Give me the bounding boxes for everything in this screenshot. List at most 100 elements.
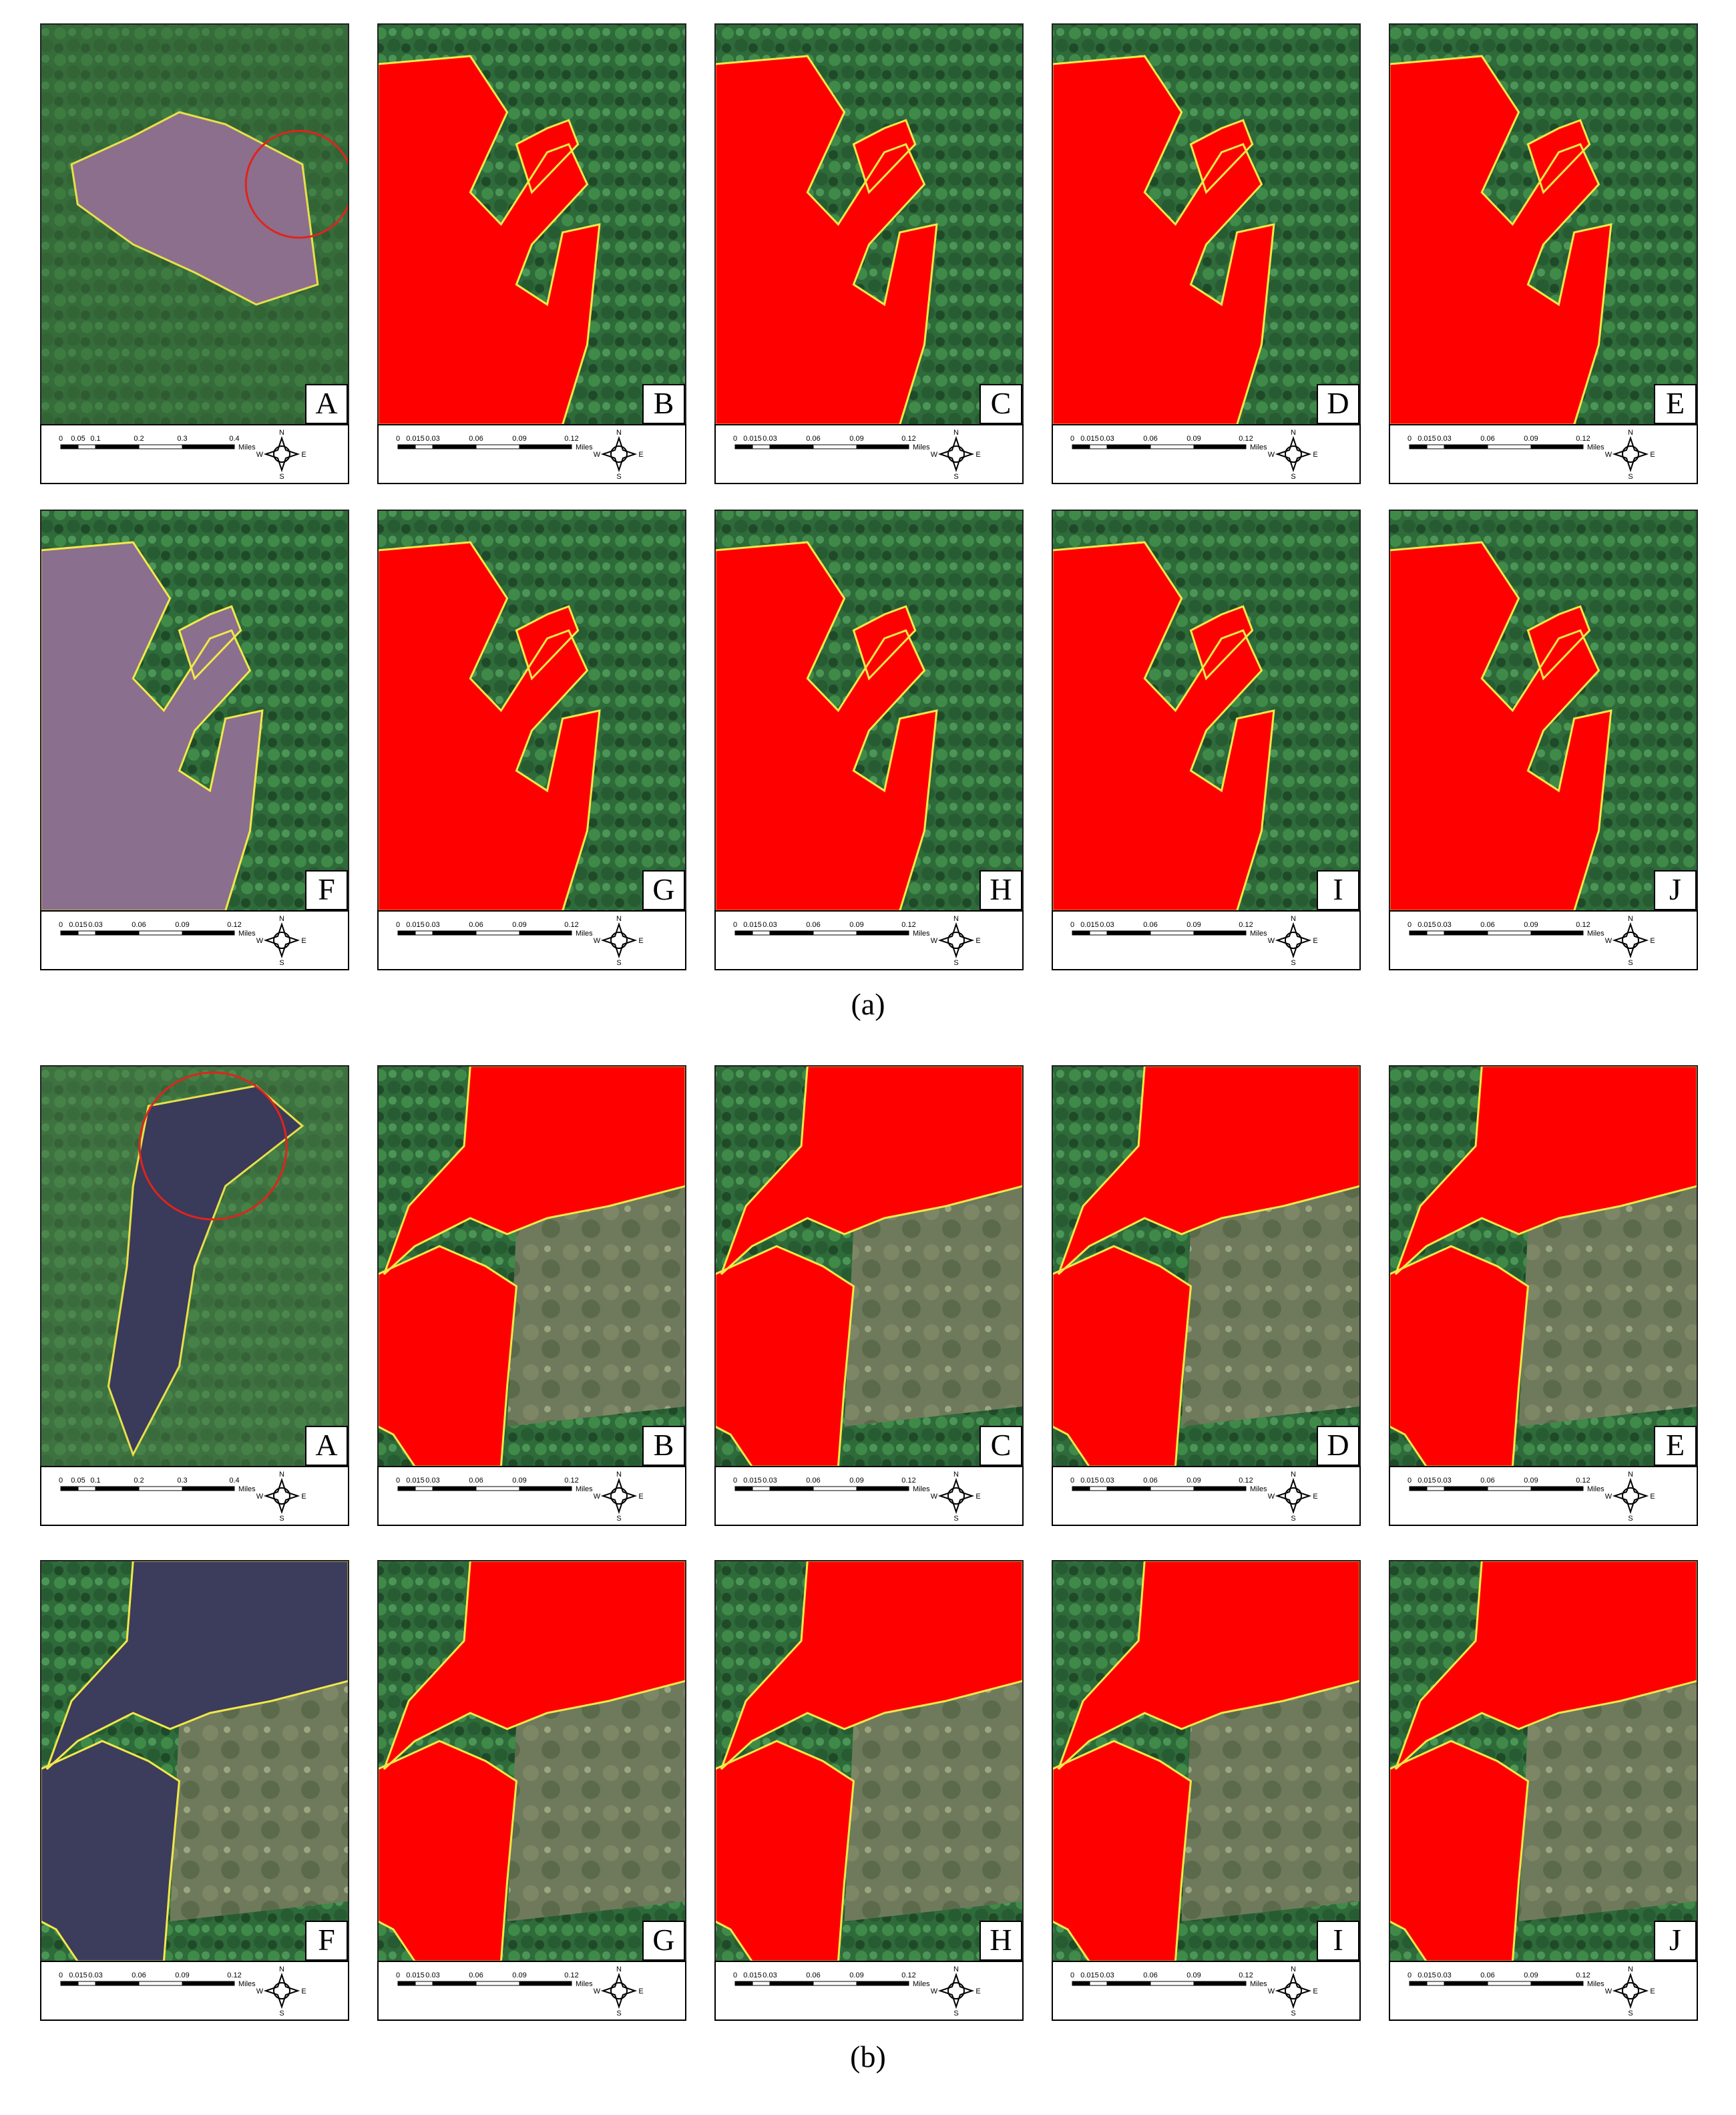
scale-label: 0.12: [1576, 435, 1590, 443]
scale-unit: Miles: [576, 930, 593, 938]
compass-label: S: [616, 2009, 621, 2017]
burn-area: [107, 1085, 304, 1457]
reference-outline: [45, 1561, 349, 1770]
scale-segment: [77, 1486, 96, 1491]
scale-segment: [769, 444, 814, 449]
panel-letter: B: [654, 386, 674, 420]
scale-segment: [1150, 444, 1195, 449]
scale-segment: [1530, 1486, 1584, 1491]
scale-segment: [397, 930, 416, 936]
reference-outline: [1389, 1245, 1530, 1467]
panel-letter: A: [315, 1428, 337, 1462]
compass-ring: [947, 1982, 965, 1999]
scale-segment: [856, 444, 909, 449]
letter-box: [1654, 1426, 1697, 1466]
compass-label: N: [616, 1965, 622, 1973]
panel-letter: H: [990, 1923, 1012, 1957]
panel-letter: C: [991, 386, 1012, 420]
scale-label: 0.06: [1143, 435, 1157, 443]
scale-unit: Miles: [913, 930, 930, 938]
reference-outline: [378, 1740, 518, 1961]
scale-label: 0.06: [469, 921, 483, 929]
scale-segment: [519, 1486, 572, 1491]
reference-outline: [1052, 1740, 1192, 1961]
compass-ring: [610, 1487, 628, 1505]
compass-label: W: [931, 1987, 938, 1995]
scale-label: 0: [1070, 1971, 1074, 1979]
scale-segment: [182, 930, 235, 936]
scale-label: 0: [1070, 1477, 1074, 1485]
scale-label: 0.03: [763, 1971, 777, 1979]
compass-label: E: [301, 451, 306, 459]
scale-segment: [519, 444, 572, 449]
scale-segment: [1106, 1981, 1151, 1986]
panel-letter: A: [315, 386, 337, 420]
compass-label: E: [1313, 937, 1317, 945]
scene: [378, 510, 686, 911]
scale-segment: [734, 1981, 753, 1986]
scale-segment: [1530, 1981, 1584, 1986]
scale-unit: Miles: [576, 1980, 593, 1988]
scale-segment: [769, 930, 814, 936]
scale-unit: Miles: [1250, 930, 1267, 938]
scale-label: 0.015: [743, 921, 762, 929]
compass-ring: [273, 1487, 290, 1505]
scale-segment: [856, 930, 909, 936]
reference-outline: [1057, 1561, 1360, 1770]
scale-label: 0.015: [406, 921, 425, 929]
detected-area: [516, 606, 578, 679]
scale-label: 0.03: [1100, 1971, 1114, 1979]
detected-area: [715, 1246, 854, 1467]
scale-label: 0: [396, 921, 400, 929]
scale-segment: [60, 930, 79, 936]
scale-label: 0.06: [1480, 435, 1494, 443]
scale-label: 0.12: [901, 1971, 915, 1979]
scale-segment: [475, 930, 520, 936]
compass-label: N: [279, 429, 284, 437]
scale-label: 0: [1407, 1971, 1412, 1979]
compass-label: N: [953, 915, 959, 923]
compass-label: S: [1291, 1515, 1295, 1523]
letter-box: [980, 384, 1022, 424]
scale-label: 0.03: [88, 1971, 102, 1979]
figure-caption: (a): [851, 987, 885, 1021]
scale-label: 0.05: [71, 435, 85, 443]
scene: [715, 1561, 1023, 1961]
scale-label: 0.015: [1080, 435, 1099, 443]
scale-label: 0.09: [1186, 435, 1201, 443]
scale-label: 0.015: [1080, 921, 1099, 929]
scale-label: 0.4: [229, 435, 239, 443]
reference-outline: [378, 541, 601, 911]
scale-segment: [813, 1486, 857, 1491]
compass-ring: [947, 1487, 965, 1505]
detected-area: [1052, 542, 1274, 911]
detected-area: [1190, 606, 1253, 679]
scale-segment: [1409, 930, 1428, 936]
reference-outline: [1189, 605, 1254, 681]
scale-unit: Miles: [1250, 443, 1267, 451]
reference-outline: [1057, 1066, 1360, 1276]
scene: [41, 1066, 349, 1467]
scale-segment: [60, 444, 79, 449]
scale-segment: [77, 930, 96, 936]
scale-segment: [1089, 444, 1108, 449]
scale-label: 0.015: [1080, 1477, 1099, 1485]
scale-segment: [60, 1486, 79, 1491]
panel-letter: G: [652, 1923, 674, 1957]
scale-segment: [397, 444, 416, 449]
scene: [1052, 24, 1360, 425]
compass-label: E: [301, 1493, 306, 1501]
field: [507, 1186, 686, 1426]
compass-label: S: [616, 959, 621, 967]
scale-segment: [138, 1486, 183, 1491]
compass-label: E: [638, 1493, 643, 1501]
letter-box: [305, 1921, 348, 1961]
scale-segment: [1106, 1486, 1151, 1491]
